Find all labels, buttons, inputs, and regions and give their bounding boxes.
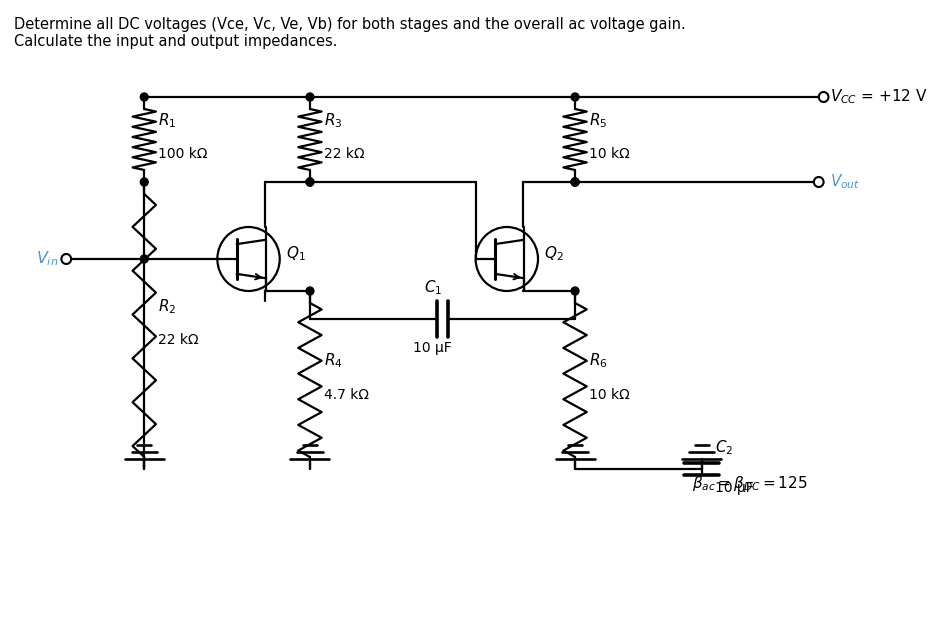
Text: $\mathit{R}_1$: $\mathit{R}_1$ [158,111,176,130]
Text: $\mathit{V}_{CC}$ = +12 V: $\mathit{V}_{CC}$ = +12 V [831,88,928,107]
Text: $\mathit{V}_{out}$: $\mathit{V}_{out}$ [831,172,861,191]
Circle shape [571,287,579,295]
Circle shape [306,178,313,186]
Text: $\mathit{R}_5$: $\mathit{R}_5$ [589,111,607,130]
Text: $\mathit{Q}_2$: $\mathit{Q}_2$ [544,245,563,263]
Circle shape [140,93,148,101]
Text: $\mathit{R}_2$: $\mathit{R}_2$ [158,297,176,315]
Text: 100 kΩ: 100 kΩ [158,147,207,162]
Text: 4.7 kΩ: 4.7 kΩ [324,388,368,402]
Circle shape [140,255,148,263]
Text: $\beta_{ac} = \beta_{DC} = 125$: $\beta_{ac} = \beta_{DC} = 125$ [692,474,808,493]
Text: 10 μF: 10 μF [414,341,452,355]
Text: 10 kΩ: 10 kΩ [589,147,630,162]
Text: $\mathit{C}_1$: $\mathit{C}_1$ [423,278,442,297]
Circle shape [306,287,313,295]
Circle shape [571,178,579,186]
Circle shape [306,178,313,186]
Text: $\mathit{R}_6$: $\mathit{R}_6$ [589,351,607,370]
Text: Determine all DC voltages (Vce, Vc, Ve, Vb) for both stages and the overall ac v: Determine all DC voltages (Vce, Vc, Ve, … [13,17,686,32]
Text: 22 kΩ: 22 kΩ [324,147,365,162]
Text: $\mathit{V}_{in}$: $\mathit{V}_{in}$ [36,250,59,268]
Circle shape [571,178,579,186]
Text: 22 kΩ: 22 kΩ [158,334,199,347]
Circle shape [306,93,313,101]
Text: 10 μF: 10 μF [715,481,754,495]
Text: $\mathit{Q}_1$: $\mathit{Q}_1$ [286,245,305,263]
Circle shape [571,178,579,186]
Text: 10 kΩ: 10 kΩ [589,388,630,402]
Circle shape [140,178,148,186]
Circle shape [571,93,579,101]
Text: $\mathit{C}_2$: $\mathit{C}_2$ [715,438,734,457]
Text: $\mathit{R}_4$: $\mathit{R}_4$ [324,351,342,370]
Text: $\mathit{R}_3$: $\mathit{R}_3$ [324,111,342,130]
Text: Calculate the input and output impedances.: Calculate the input and output impedance… [13,34,337,49]
